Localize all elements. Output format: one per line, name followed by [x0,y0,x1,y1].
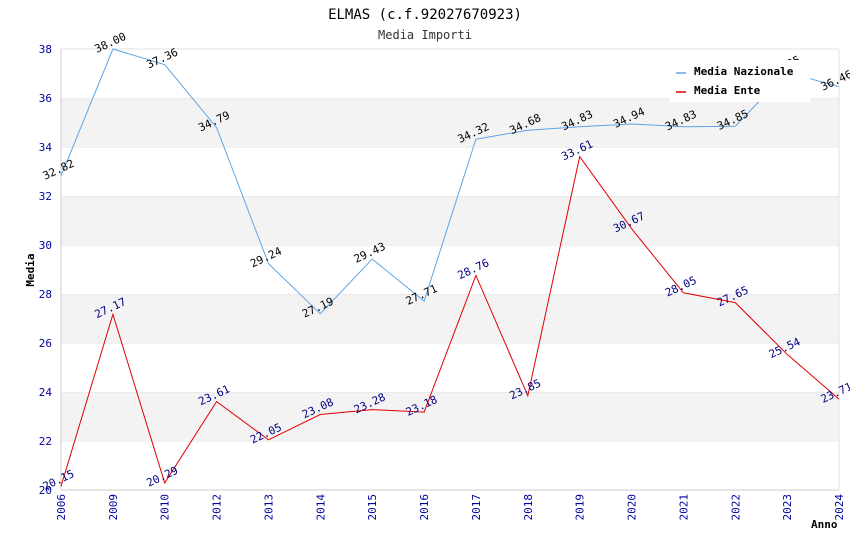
grid-band [61,147,839,196]
x-tick-label: 2020 [626,494,639,521]
x-tick-label: 2021 [677,494,690,521]
x-tick-label: 2010 [159,494,172,521]
y-tick-label: 38 [39,43,52,56]
y-axis-label: Media [24,253,37,286]
x-tick-label: 2024 [833,494,846,521]
x-tick-label: 2019 [574,494,587,521]
y-tick-label: 20 [39,484,52,497]
series-line-media-nazionale [60,48,840,315]
grid-band [61,343,839,392]
x-tick-label: 2016 [418,494,431,521]
y-axis: 20 22 24 26 28 30 32 34 36 38 [39,43,53,497]
x-tick-label: 2017 [470,494,483,521]
grid-band [61,245,839,294]
legend-label-media-nazionale: Media Nazionale [694,65,794,78]
x-tick-label: 2015 [366,494,379,521]
legend: Media Nazionale Media Ente [670,60,810,102]
x-tick-label: 2018 [522,494,535,521]
x-tick-label: 2006 [55,494,68,521]
grid-band [61,294,839,343]
grid-band [61,98,839,147]
x-tick-label: 2009 [107,494,120,521]
x-axis-label: Anno [811,518,838,531]
series-group [60,48,840,487]
y-tick-label: 22 [39,435,52,448]
x-tick-label: 2014 [314,494,327,521]
grid-band [61,441,839,490]
y-tick-label: 34 [39,141,53,154]
y-tick-label: 28 [39,288,52,301]
grid-band [61,392,839,441]
y-tick-label: 26 [39,337,52,350]
x-tick-label: 2012 [211,494,224,521]
y-tick-label: 30 [39,239,52,252]
y-tick-label: 36 [39,92,52,105]
y-tick-label: 24 [39,386,53,399]
legend-label-media-ente: Media Ente [694,84,761,97]
y-tick-label: 32 [39,190,52,203]
chart-title: ELMAS (c.f.92027670923) [328,7,522,23]
x-tick-label: 2013 [262,494,275,521]
x-axis: 2006 2009 2010 2012 2013 2014 2015 2016 2017 2018… [55,494,846,521]
chart-subtitle: Media Importi [378,28,472,42]
x-tick-label: 2023 [781,494,794,521]
grid-bands [60,48,840,491]
legend-background [670,60,810,102]
series-line-media-ente [60,155,840,487]
x-tick-label: 2022 [729,494,742,521]
